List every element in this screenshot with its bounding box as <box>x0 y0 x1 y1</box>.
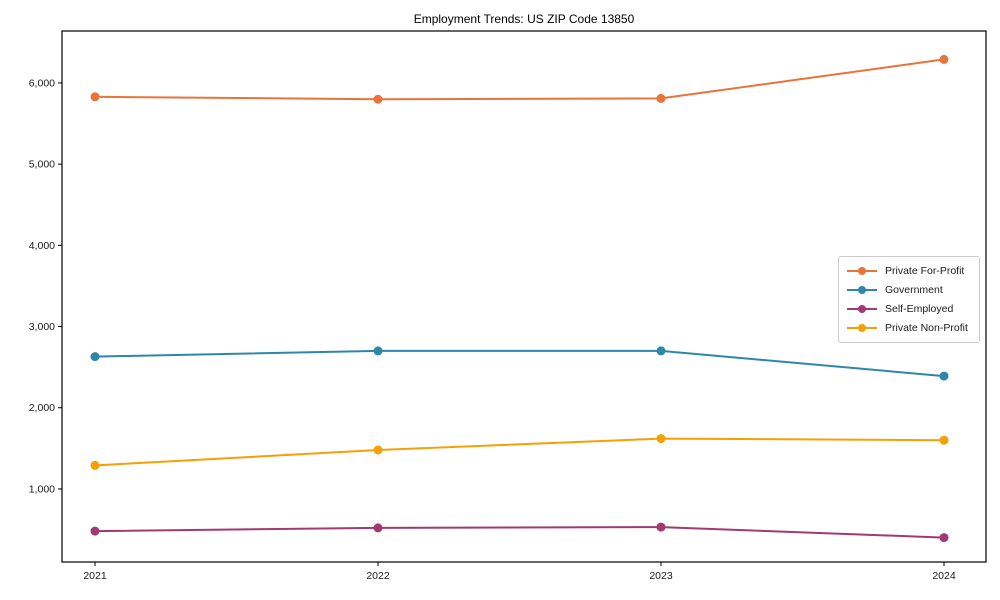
data-point-private-for-profit <box>656 93 666 103</box>
data-point-private-non-profit <box>656 434 666 444</box>
data-point-private-non-profit <box>90 460 100 470</box>
legend-label: Private Non-Profit <box>885 322 968 335</box>
legend-item-private-non-profit: Private Non-Profit <box>847 319 971 338</box>
data-point-private-non-profit <box>939 435 949 445</box>
data-point-self-employed <box>90 526 100 536</box>
legend-label: Self-Employed <box>885 303 954 316</box>
y-tick-label: 2,000 <box>29 402 55 414</box>
plot-frame <box>61 30 987 563</box>
legend-line-marker-icon <box>847 304 877 314</box>
series-line-self-employed <box>94 526 945 539</box>
legend-item-self-employed: Self-Employed <box>847 300 971 319</box>
data-point-government <box>656 346 666 356</box>
legend-label: Private For-Profit <box>885 264 965 277</box>
x-tick-label: 2021 <box>83 570 107 582</box>
legend-item-private-for-profit: Private For-Profit <box>847 261 971 280</box>
y-tick-label: 3,000 <box>29 321 55 333</box>
legend-line-marker-icon <box>847 285 877 295</box>
data-point-government <box>373 346 383 356</box>
legend: Private For-Profit Government Self-Employe… <box>838 256 980 343</box>
legend-line-marker-icon <box>847 323 877 333</box>
data-point-self-employed <box>373 523 383 533</box>
x-tick-label: 2022 <box>366 570 390 582</box>
data-point-self-employed <box>656 522 666 532</box>
x-tick-label: 2024 <box>932 570 956 582</box>
legend-label: Government <box>885 283 943 296</box>
data-point-government <box>90 352 100 362</box>
legend-item-government: Government <box>847 280 971 299</box>
y-tick-label: 4,000 <box>29 240 55 252</box>
series-line-private-non-profit <box>94 437 945 467</box>
data-point-private-for-profit <box>90 92 100 102</box>
x-tick-label: 2023 <box>649 570 673 582</box>
data-point-private-non-profit <box>373 445 383 455</box>
series-line-private-for-profit <box>94 58 945 101</box>
y-tick-label: 5,000 <box>29 159 55 171</box>
data-point-government <box>939 371 949 381</box>
series-line-government <box>94 349 945 378</box>
y-tick-label: 1,000 <box>29 483 55 495</box>
data-point-self-employed <box>939 533 949 543</box>
chart-title: Employment Trends: US ZIP Code 13850 <box>413 12 635 26</box>
y-tick-label: 6,000 <box>29 77 55 89</box>
data-point-private-for-profit <box>939 54 949 64</box>
legend-line-marker-icon <box>847 266 877 276</box>
data-point-private-for-profit <box>373 94 383 104</box>
